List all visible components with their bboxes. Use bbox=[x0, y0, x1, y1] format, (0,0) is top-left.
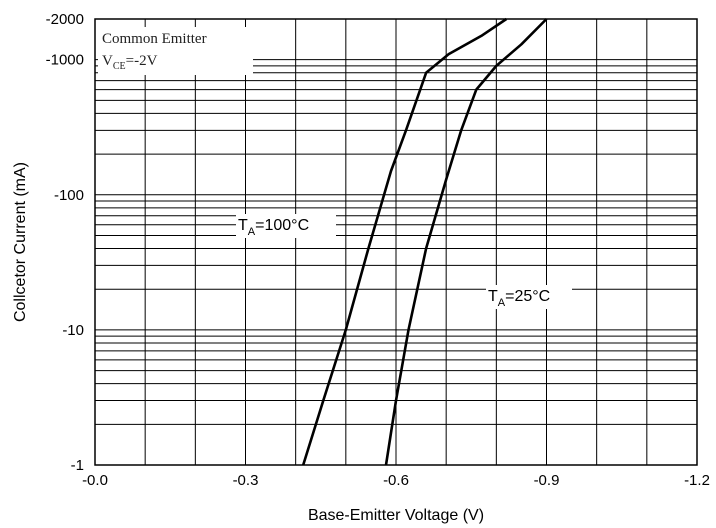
series-label-100c-sub: A bbox=[248, 226, 256, 238]
x-tick-label: -0.6 bbox=[383, 472, 409, 489]
y-tick-label: -1000 bbox=[46, 52, 84, 69]
series-label-background bbox=[486, 285, 572, 309]
series-label-100c: TA=100°C bbox=[238, 217, 309, 238]
y-tick-label: -100 bbox=[54, 187, 84, 204]
x-tick-label: -0.9 bbox=[534, 472, 560, 489]
tick-labels: -0.0 -0.3 -0.6 -0.9 -1.2 -1 -10 -100 -1000 -2000 bbox=[46, 11, 710, 489]
y-tick-label: -2000 bbox=[46, 11, 84, 28]
annotation-vce-main: V bbox=[102, 53, 113, 69]
y-tick-label: -10 bbox=[62, 322, 84, 339]
x-tick-label: -0.3 bbox=[233, 472, 259, 489]
series-label-background bbox=[236, 214, 336, 238]
series-label-100c-main: T bbox=[238, 217, 248, 234]
annotation-background bbox=[98, 27, 253, 75]
x-tick-label: -0.0 bbox=[82, 472, 108, 489]
annotation-line-1: Common Emitter bbox=[102, 31, 207, 47]
series-label-100c-rest: =100°C bbox=[255, 217, 309, 234]
series-label-25c-rest: =25°C bbox=[505, 288, 550, 305]
plot-frame bbox=[94, 18, 698, 466]
x-tick-label: -1.2 bbox=[684, 472, 710, 489]
annotation-vce-rest: =-2V bbox=[126, 53, 158, 69]
x-axis-title: Base-Emitter Voltage (V) bbox=[308, 507, 484, 524]
series-line-100c bbox=[301, 17, 508, 466]
annotation-vce-sub: CE bbox=[113, 61, 126, 72]
curves bbox=[301, 17, 548, 466]
series-label-25c-main: T bbox=[488, 288, 498, 305]
y-tick-label: -1 bbox=[71, 457, 84, 474]
y-axis-title: Collcetor Current (mA) bbox=[12, 162, 29, 322]
series-line-25c bbox=[384, 18, 548, 466]
series-label-25c-sub: A bbox=[498, 297, 506, 309]
annotation-line-2: VCE=-2V bbox=[102, 53, 158, 72]
series-label-25c: TA=25°C bbox=[488, 288, 550, 309]
